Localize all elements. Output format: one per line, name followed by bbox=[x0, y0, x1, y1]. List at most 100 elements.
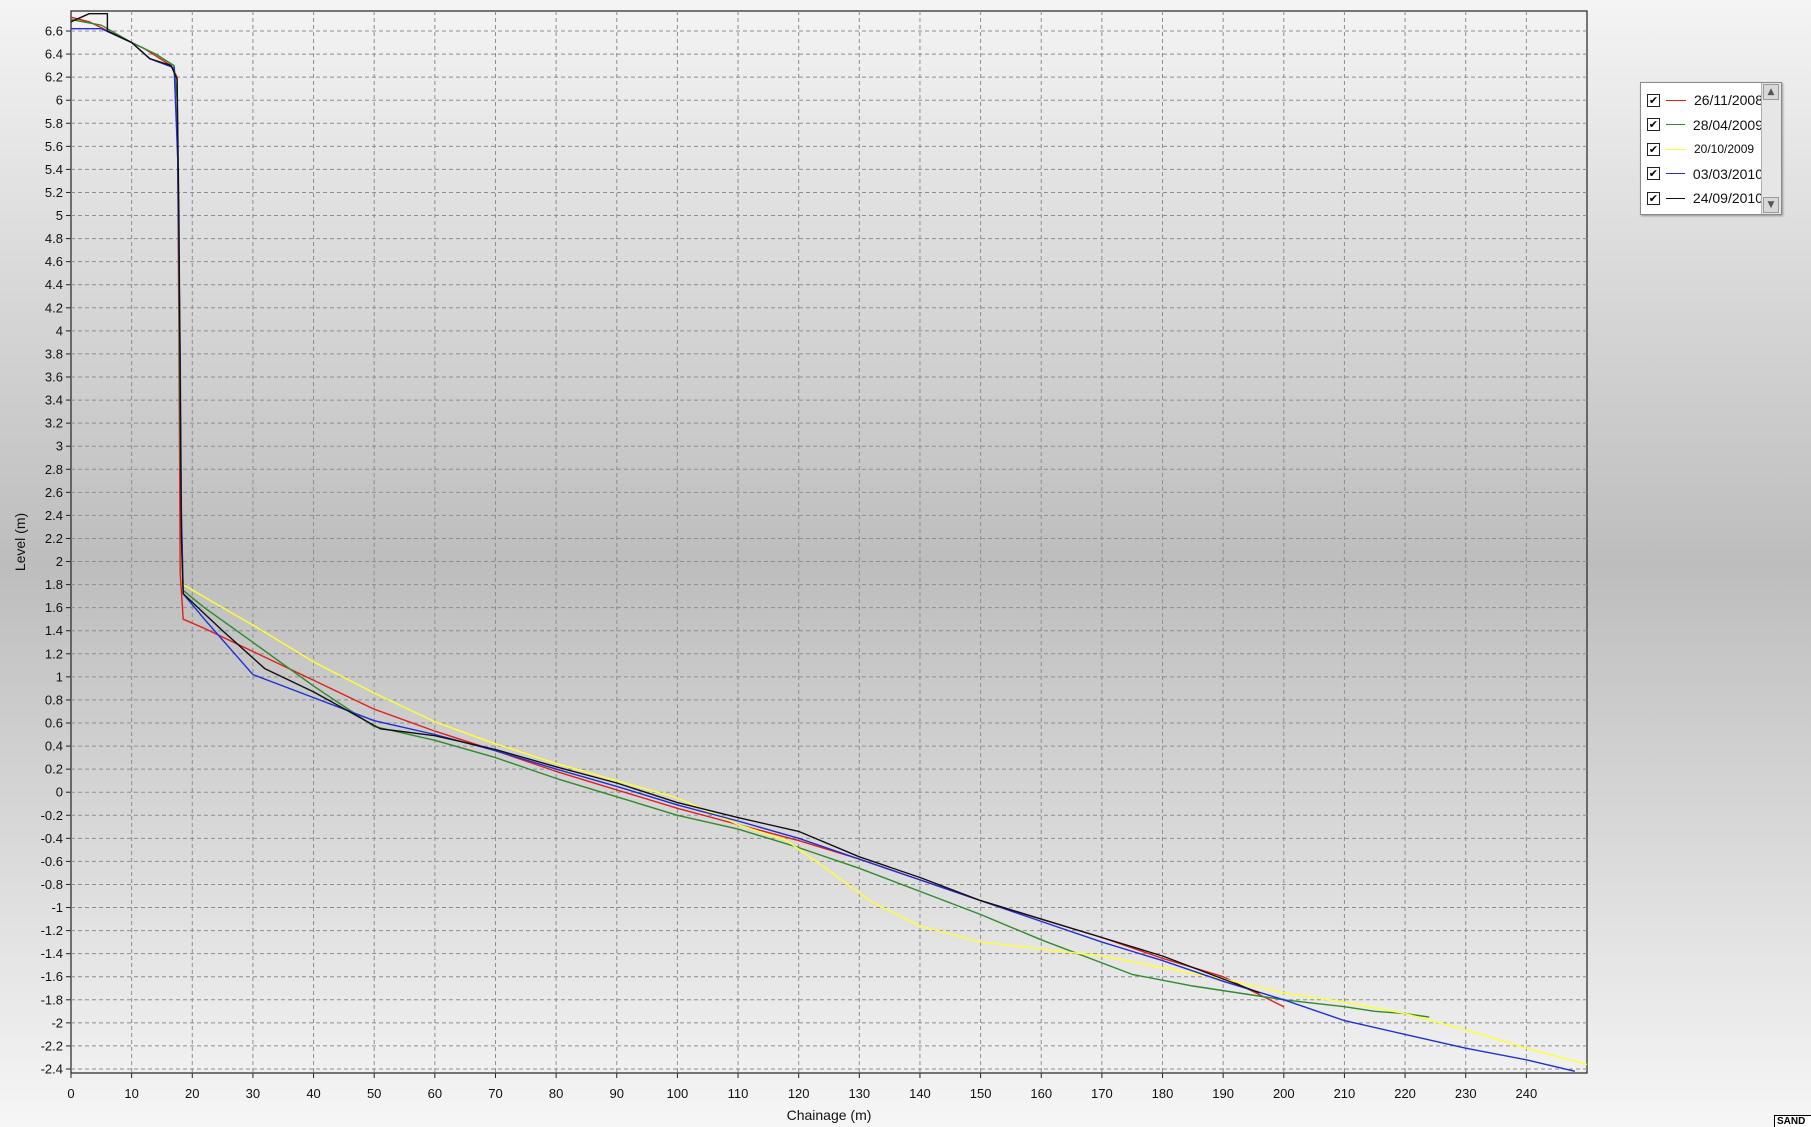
x-tick-label: 100 bbox=[667, 1086, 689, 1101]
y-tick-label: 4.6 bbox=[45, 254, 63, 269]
legend-swatch bbox=[1665, 99, 1686, 101]
y-axis-label: Level (m) bbox=[12, 513, 28, 571]
legend-checkbox[interactable]: ✔ bbox=[1647, 93, 1660, 107]
y-tick-label: 1.6 bbox=[45, 600, 63, 615]
legend-checkbox[interactable]: ✔ bbox=[1647, 191, 1660, 205]
y-tick-label: 0.4 bbox=[45, 739, 63, 754]
y-tick-label: 6.6 bbox=[45, 24, 63, 39]
x-tick-label: 0 bbox=[67, 1086, 74, 1101]
x-tick-label: 80 bbox=[549, 1086, 563, 1101]
y-tick-label: -0.2 bbox=[41, 808, 63, 823]
legend-scrollbar[interactable]: ▲ ▼ bbox=[1761, 83, 1781, 214]
y-tick-label: -2.2 bbox=[41, 1038, 63, 1053]
legend-swatch bbox=[1665, 124, 1685, 125]
y-tick-label: -0.4 bbox=[41, 831, 63, 846]
scroll-up-icon[interactable]: ▲ bbox=[1763, 84, 1779, 100]
y-tick-label: 5.4 bbox=[45, 162, 63, 177]
y-tick-label: 4.4 bbox=[45, 277, 63, 292]
y-tick-label: -0.6 bbox=[41, 854, 63, 869]
y-tick-label: 5.2 bbox=[45, 185, 63, 200]
x-tick-label: 150 bbox=[970, 1086, 992, 1101]
y-tick-label: 2.8 bbox=[45, 462, 63, 477]
x-tick-label: 140 bbox=[909, 1086, 931, 1101]
y-tick-label: 5.6 bbox=[45, 139, 63, 154]
y-tick-label: 6.2 bbox=[45, 70, 63, 85]
y-tick-label: 2.2 bbox=[45, 531, 63, 546]
y-tick-label: 6 bbox=[56, 93, 63, 108]
legend-checkbox[interactable]: ✔ bbox=[1647, 118, 1660, 131]
y-tick-label: 4 bbox=[56, 323, 63, 338]
y-tick-label: -1.4 bbox=[41, 946, 63, 961]
scroll-down-icon[interactable]: ▼ bbox=[1763, 197, 1779, 213]
series-line bbox=[70, 13, 1260, 994]
y-tick-label: 1.4 bbox=[45, 623, 63, 638]
y-tick-label: 2.6 bbox=[45, 485, 63, 500]
y-tick-label: 5.8 bbox=[45, 116, 63, 131]
legend-checkbox[interactable]: ✔ bbox=[1647, 142, 1660, 156]
x-tick-label: 210 bbox=[1334, 1086, 1356, 1101]
legend-checkbox[interactable]: ✔ bbox=[1647, 167, 1660, 180]
legend-label: 28/04/2009 bbox=[1692, 116, 1763, 133]
x-tick-label: 20 bbox=[185, 1086, 199, 1101]
plot-frame bbox=[70, 10, 1588, 1074]
y-tick-label: 3.4 bbox=[45, 393, 63, 408]
x-tick-label: 110 bbox=[728, 1086, 749, 1101]
legend-swatch bbox=[1665, 197, 1685, 199]
y-tick-label: 3 bbox=[56, 439, 63, 454]
x-tick-label: 90 bbox=[610, 1086, 624, 1101]
legend-label: 24/09/2010 bbox=[1692, 190, 1763, 206]
x-tick-label: 200 bbox=[1273, 1086, 1295, 1101]
legend-item[interactable]: ✔ 03/03/2010 bbox=[1647, 164, 1763, 184]
y-tick-label: 2 bbox=[56, 554, 63, 569]
y-tick-label: 2.4 bbox=[45, 508, 63, 523]
x-tick-label: 40 bbox=[306, 1086, 320, 1101]
y-tick-label: 1.8 bbox=[45, 577, 63, 592]
y-tick-label: -1 bbox=[51, 900, 63, 915]
corner-label: SAND bbox=[1774, 1115, 1811, 1127]
legend-item[interactable]: ✔ 24/09/2010 bbox=[1647, 188, 1763, 208]
legend-item[interactable]: ✔ 20/10/2009 bbox=[1647, 139, 1763, 159]
y-tick-label: 4.2 bbox=[45, 300, 63, 315]
y-tick-label: -1.8 bbox=[41, 992, 63, 1007]
y-tick-label: -2.4 bbox=[41, 1062, 63, 1077]
legend-label: 20/10/2009 bbox=[1694, 142, 1755, 156]
x-tick-label: 130 bbox=[848, 1086, 870, 1101]
x-axis-label: Chainage (m) bbox=[787, 1107, 872, 1123]
x-tick-label: 160 bbox=[1030, 1086, 1052, 1101]
x-tick-label: 180 bbox=[1152, 1086, 1174, 1101]
legend-item[interactable]: ✔ 26/11/2008 bbox=[1647, 90, 1763, 110]
y-tick-label: 0.8 bbox=[45, 692, 63, 707]
y-tick-label: 0.6 bbox=[45, 716, 63, 731]
x-tick-label: 120 bbox=[788, 1086, 810, 1101]
y-tick-label: 3.6 bbox=[45, 370, 63, 385]
y-tick-label: 0 bbox=[56, 785, 63, 800]
legend-box: ✔ 26/11/2008 ✔ 28/04/2009 ✔ 20/10/2009 ✔ 03/03/… bbox=[1640, 82, 1782, 215]
y-tick-label: 5 bbox=[56, 208, 63, 223]
legend-item[interactable]: ✔ 28/04/2009 bbox=[1647, 115, 1763, 135]
y-tick-label: -1.2 bbox=[41, 923, 63, 938]
x-tick-label: 240 bbox=[1516, 1086, 1538, 1101]
x-tick-label: 50 bbox=[367, 1086, 381, 1101]
x-tick-label: 10 bbox=[124, 1086, 138, 1101]
series-line bbox=[182, 583, 1588, 1066]
x-tick-label: 190 bbox=[1212, 1086, 1234, 1101]
legend-swatch bbox=[1666, 148, 1686, 150]
x-tick-label: 60 bbox=[428, 1086, 442, 1101]
x-tick-label: 30 bbox=[246, 1086, 260, 1101]
legend-label: 03/03/2010 bbox=[1692, 165, 1763, 182]
y-tick-label: -1.6 bbox=[41, 969, 63, 984]
y-tick-label: 0.2 bbox=[45, 762, 63, 777]
x-tick-label: 230 bbox=[1455, 1086, 1477, 1101]
y-tick-label: 1.2 bbox=[45, 646, 63, 661]
y-tick-label: 1 bbox=[56, 669, 63, 684]
y-tick-label: 3.8 bbox=[45, 346, 63, 361]
x-tick-label: 170 bbox=[1091, 1086, 1113, 1101]
y-tick-label: 4.8 bbox=[45, 231, 63, 246]
x-tick-label: 220 bbox=[1394, 1086, 1416, 1101]
y-tick-label: -2 bbox=[51, 1015, 63, 1030]
y-tick-label: -0.8 bbox=[41, 877, 63, 892]
legend-swatch bbox=[1665, 173, 1685, 174]
y-tick-label: 3.2 bbox=[45, 416, 63, 431]
x-tick-label: 70 bbox=[488, 1086, 502, 1101]
